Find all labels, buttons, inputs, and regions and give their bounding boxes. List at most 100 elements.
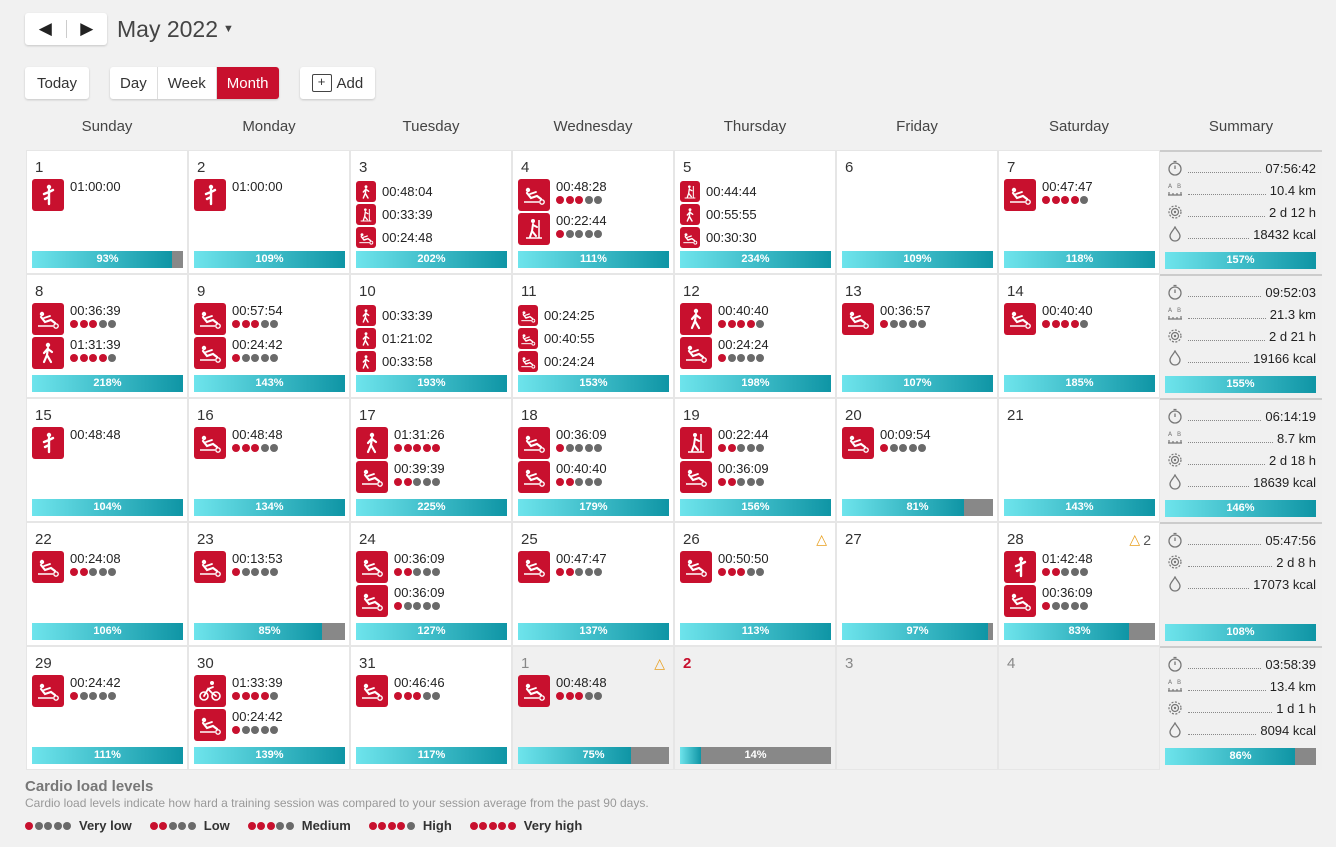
training-session[interactable]: 00:44:44 xyxy=(680,181,831,204)
training-session[interactable]: 00:48:48 xyxy=(194,427,345,461)
day-cell[interactable]: 2 14% xyxy=(674,646,836,770)
warning-badge[interactable]: △ xyxy=(654,655,665,672)
day-cell[interactable]: 21 143% xyxy=(998,398,1160,522)
training-session[interactable]: 00:33:39 xyxy=(356,204,507,227)
training-session[interactable]: 00:36:09 xyxy=(680,461,831,495)
day-cell[interactable]: 27 97% xyxy=(836,522,998,646)
day-cell[interactable]: 8 00:36:39 01:31:39 218% xyxy=(26,274,188,398)
training-session[interactable]: 00:36:09 xyxy=(1004,585,1155,619)
calories-icon xyxy=(1166,722,1184,738)
day-cell[interactable]: 17 01:31:26 00:39:39 225% xyxy=(350,398,512,522)
warning-badge[interactable]: △ xyxy=(816,531,827,548)
training-session[interactable]: 00:24:24 xyxy=(680,337,831,371)
next-month-button[interactable]: ▶ xyxy=(80,19,94,38)
training-session[interactable]: 00:09:54 xyxy=(842,427,993,461)
day-cell[interactable]: 28 △ 2 01:42:48 00:36:09 83% xyxy=(998,522,1160,646)
training-session[interactable]: 01:31:26 xyxy=(356,427,507,461)
day-cell[interactable]: 31 00:46:46 117% xyxy=(350,646,512,770)
day-cell[interactable]: 11 00:24:25 00:40:55 00:24:24 153% xyxy=(512,274,674,398)
day-cell[interactable]: 13 00:36:57 107% xyxy=(836,274,998,398)
training-session[interactable]: 00:40:55 xyxy=(518,328,669,351)
weekday-header: Sunday Monday Tuesday Wednesday Thursday Frid… xyxy=(26,118,1322,135)
view-week-button[interactable]: Week xyxy=(156,67,216,99)
load-bar-fill xyxy=(518,375,669,392)
training-session[interactable]: 01:42:48 xyxy=(1004,551,1155,585)
load-bar-fill xyxy=(680,623,831,640)
training-session[interactable]: 00:24:24 xyxy=(518,351,669,374)
summary-calories-value: 19166 kcal xyxy=(1253,350,1316,366)
training-session[interactable]: 00:40:40 xyxy=(1004,303,1155,337)
day-cell[interactable]: 1 △ 00:48:48 75% xyxy=(512,646,674,770)
day-cell[interactable]: 1 01:00:00 93% xyxy=(26,150,188,274)
day-cell[interactable]: 29 00:24:42 111% xyxy=(26,646,188,770)
day-cell[interactable]: 26 △ 00:50:50 113% xyxy=(674,522,836,646)
day-cell[interactable]: 24 00:36:09 00:36:09 127% xyxy=(350,522,512,646)
day-cell[interactable]: 4 00:48:28 00:22:44 111% xyxy=(512,150,674,274)
training-session[interactable]: 00:40:40 xyxy=(518,461,669,495)
training-session[interactable]: 00:57:54 xyxy=(194,303,345,337)
training-session[interactable]: 00:24:48 xyxy=(356,227,507,250)
day-cell[interactable]: 20 00:09:54 81% xyxy=(836,398,998,522)
training-session[interactable]: 00:13:53 xyxy=(194,551,345,585)
training-session[interactable]: 00:36:09 xyxy=(356,551,507,585)
day-cell[interactable]: 9 00:57:54 00:24:42 143% xyxy=(188,274,350,398)
today-button[interactable]: Today xyxy=(25,67,90,99)
warning-badge[interactable]: △ 2 xyxy=(1129,531,1151,548)
training-session[interactable]: 00:55:55 xyxy=(680,204,831,227)
training-session[interactable]: 00:46:46 xyxy=(356,675,507,709)
training-session[interactable]: 01:00:00 xyxy=(32,179,183,213)
training-session[interactable]: 00:24:42 xyxy=(194,709,345,743)
training-session[interactable]: 00:36:09 xyxy=(518,427,669,461)
training-session[interactable]: 00:33:58 xyxy=(356,351,507,374)
training-session[interactable]: 00:24:42 xyxy=(194,337,345,371)
day-cell[interactable]: 7 00:47:47 118% xyxy=(998,150,1160,274)
training-session[interactable]: 00:36:57 xyxy=(842,303,993,337)
training-session[interactable]: 00:48:28 xyxy=(518,179,669,213)
day-cell[interactable]: 14 00:40:40 185% xyxy=(998,274,1160,398)
day-cell[interactable]: 12 00:40:40 00:24:24 198% xyxy=(674,274,836,398)
load-dot xyxy=(422,568,431,576)
add-button[interactable]: + Add xyxy=(299,67,376,99)
training-session[interactable]: 00:39:39 xyxy=(356,461,507,495)
training-session[interactable]: 01:31:39 xyxy=(32,337,183,371)
training-session[interactable]: 00:24:08 xyxy=(32,551,183,585)
day-cell[interactable]: 4 xyxy=(998,646,1160,770)
training-session[interactable]: 00:47:47 xyxy=(1004,179,1155,213)
day-cell[interactable]: 6 109% xyxy=(836,150,998,274)
day-cell[interactable]: 3 xyxy=(836,646,998,770)
training-session[interactable]: 00:48:04 xyxy=(356,181,507,204)
training-session[interactable]: 00:24:25 xyxy=(518,305,669,328)
day-cell[interactable]: 10 00:33:39 01:21:02 00:33:58 193% xyxy=(350,274,512,398)
day-cell[interactable]: 5 00:44:44 00:55:55 00:30:30 234% xyxy=(674,150,836,274)
training-session[interactable]: 00:30:30 xyxy=(680,227,831,250)
training-session[interactable]: 01:00:00 xyxy=(194,179,345,213)
day-cell[interactable]: 23 00:13:53 85% xyxy=(188,522,350,646)
training-session[interactable]: 00:50:50 xyxy=(680,551,831,585)
training-session[interactable]: 00:24:42 xyxy=(32,675,183,709)
day-cell[interactable]: 18 00:36:09 00:40:40 179% xyxy=(512,398,674,522)
day-cell[interactable]: 25 00:47:47 137% xyxy=(512,522,674,646)
training-session[interactable]: 00:22:44 xyxy=(680,427,831,461)
view-month-button[interactable]: Month xyxy=(215,67,279,99)
day-cell[interactable]: 16 00:48:48 134% xyxy=(188,398,350,522)
day-cell[interactable]: 30 01:33:39 00:24:42 139% xyxy=(188,646,350,770)
training-session[interactable]: 01:33:39 xyxy=(194,675,345,709)
training-session[interactable]: 00:48:48 xyxy=(32,427,183,461)
training-session[interactable]: 01:21:02 xyxy=(356,328,507,351)
training-session[interactable]: 00:36:39 xyxy=(32,303,183,337)
day-cell[interactable]: 19 00:22:44 00:36:09 156% xyxy=(674,398,836,522)
day-cell[interactable]: 2 01:00:00 109% xyxy=(188,150,350,274)
day-cell[interactable]: 3 00:48:04 00:33:39 00:24:48 202% xyxy=(350,150,512,274)
training-session[interactable]: 00:48:48 xyxy=(518,675,669,709)
training-session[interactable]: 00:40:40 xyxy=(680,303,831,337)
load-dot xyxy=(908,444,917,452)
training-session[interactable]: 00:22:44 xyxy=(518,213,669,247)
training-session[interactable]: 00:36:09 xyxy=(356,585,507,619)
training-session[interactable]: 00:33:39 xyxy=(356,305,507,328)
month-selector[interactable]: May 2022 ▼ xyxy=(117,16,234,43)
day-cell[interactable]: 22 00:24:08 106% xyxy=(26,522,188,646)
day-cell[interactable]: 15 00:48:48 104% xyxy=(26,398,188,522)
prev-month-button[interactable]: ◀ xyxy=(38,19,52,38)
training-session[interactable]: 00:47:47 xyxy=(518,551,669,585)
view-day-button[interactable]: Day xyxy=(120,74,147,92)
